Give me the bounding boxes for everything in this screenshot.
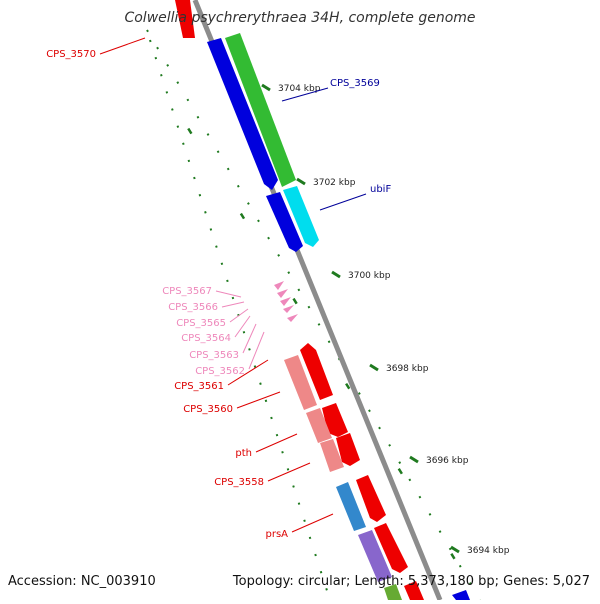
gene-ubif bbox=[283, 186, 319, 247]
tick-3696-label: 3696 kbp bbox=[426, 456, 469, 466]
tick-track bbox=[146, 29, 481, 601]
gene-label-cps-3566-leader bbox=[221, 301, 245, 308]
gene-label-cps-3561: CPS_3561 bbox=[174, 381, 224, 392]
tick-3700-mark bbox=[331, 270, 341, 279]
gene-prsa-shade bbox=[358, 530, 392, 582]
tick-3704-label: 3704 kbp bbox=[278, 84, 321, 94]
gene-label-cps-3566: CPS_3566 bbox=[168, 302, 218, 313]
gene-label-cps-3563-leader bbox=[242, 323, 257, 354]
tick-3704-mark bbox=[261, 83, 271, 92]
gene-blue-large bbox=[207, 38, 278, 190]
genome-title: Colwellia psychrerythraea 34H, complete … bbox=[124, 10, 476, 26]
gene-label-cps-3562: CPS_3562 bbox=[195, 366, 245, 377]
gene-label-cps-3560-leader bbox=[236, 391, 281, 409]
gene-label-cps-3562-leader bbox=[248, 331, 265, 370]
gene-cps-3561 bbox=[300, 343, 333, 400]
tick-3698-label: 3698 kbp bbox=[386, 364, 429, 374]
gene-cps-3558-blue bbox=[336, 482, 366, 531]
gene-label-cps-3564-leader bbox=[234, 315, 251, 338]
gene-cps-3560 bbox=[322, 403, 348, 437]
gene-label-cps-3560: CPS_3560 bbox=[183, 404, 233, 415]
gene-cps-3558 bbox=[356, 475, 386, 522]
gene-label-cps-3570-leader bbox=[99, 37, 146, 55]
gene-label-cps-3567-leader bbox=[215, 290, 242, 298]
gene-label-cps-3561-leader bbox=[227, 359, 269, 386]
gene-label-cps-3565: CPS_3565 bbox=[176, 318, 226, 329]
gene-pth bbox=[336, 433, 360, 466]
gene-label-cps-3569: CPS_3569 bbox=[330, 78, 380, 89]
gene-blue-small bbox=[266, 192, 303, 252]
gene-cps-3565 bbox=[280, 297, 291, 306]
gene-label-cps-3567: CPS_3567 bbox=[162, 286, 212, 297]
accession-text: Accession: NC_003910 bbox=[8, 574, 156, 589]
tick-3694-label: 3694 kbp bbox=[467, 546, 510, 556]
gene-bottom-red bbox=[404, 581, 424, 600]
gene-label-cps-3563: CPS_3563 bbox=[189, 350, 239, 361]
tick-3694-mark bbox=[450, 545, 460, 554]
gene-label-pth-leader bbox=[255, 433, 298, 453]
gene-label-cps-3558-leader bbox=[267, 462, 311, 482]
gene-bottom-green bbox=[384, 584, 402, 600]
gene-cps-3561-shade bbox=[284, 355, 317, 410]
gene-label-cps-3570: CPS_3570 bbox=[46, 49, 96, 60]
gene-cps-3566 bbox=[277, 289, 288, 298]
gene-cps-3560-shade bbox=[306, 408, 332, 443]
gene-cps-3564 bbox=[283, 305, 294, 313]
gene-cps-3570 bbox=[175, 0, 195, 38]
gene-cps-3567 bbox=[274, 281, 284, 290]
tick-3702-label: 3702 kbp bbox=[313, 178, 356, 188]
gene-label-cps-3564: CPS_3564 bbox=[181, 333, 231, 344]
gene-label-cps-3569-leader bbox=[281, 87, 329, 102]
gene-bottom-blue bbox=[452, 590, 470, 600]
gene-pth-shade bbox=[320, 439, 344, 472]
tick-3700-label: 3700 kbp bbox=[348, 271, 391, 281]
gene-label-ubif: ubiF bbox=[370, 184, 391, 195]
gene-label-ubif-leader bbox=[319, 193, 367, 211]
gene-label-pth: pth bbox=[235, 448, 252, 459]
gene-label-cps-3565-leader bbox=[229, 308, 249, 323]
gene-label-prsa: prsA bbox=[265, 529, 288, 540]
genome-summary-text: Topology: circular; Length: 5,373,180 bp… bbox=[232, 574, 590, 589]
tick-3696-mark bbox=[409, 455, 419, 464]
tick-3698-mark bbox=[369, 363, 379, 372]
gene-label-cps-3558: CPS_3558 bbox=[214, 477, 264, 488]
tick-3702-mark bbox=[296, 177, 306, 186]
gene-prsa bbox=[374, 523, 408, 573]
gene-label-prsa-leader bbox=[291, 513, 334, 533]
gene-cps-3569 bbox=[225, 33, 296, 187]
gene-cps-3563 bbox=[287, 314, 298, 322]
